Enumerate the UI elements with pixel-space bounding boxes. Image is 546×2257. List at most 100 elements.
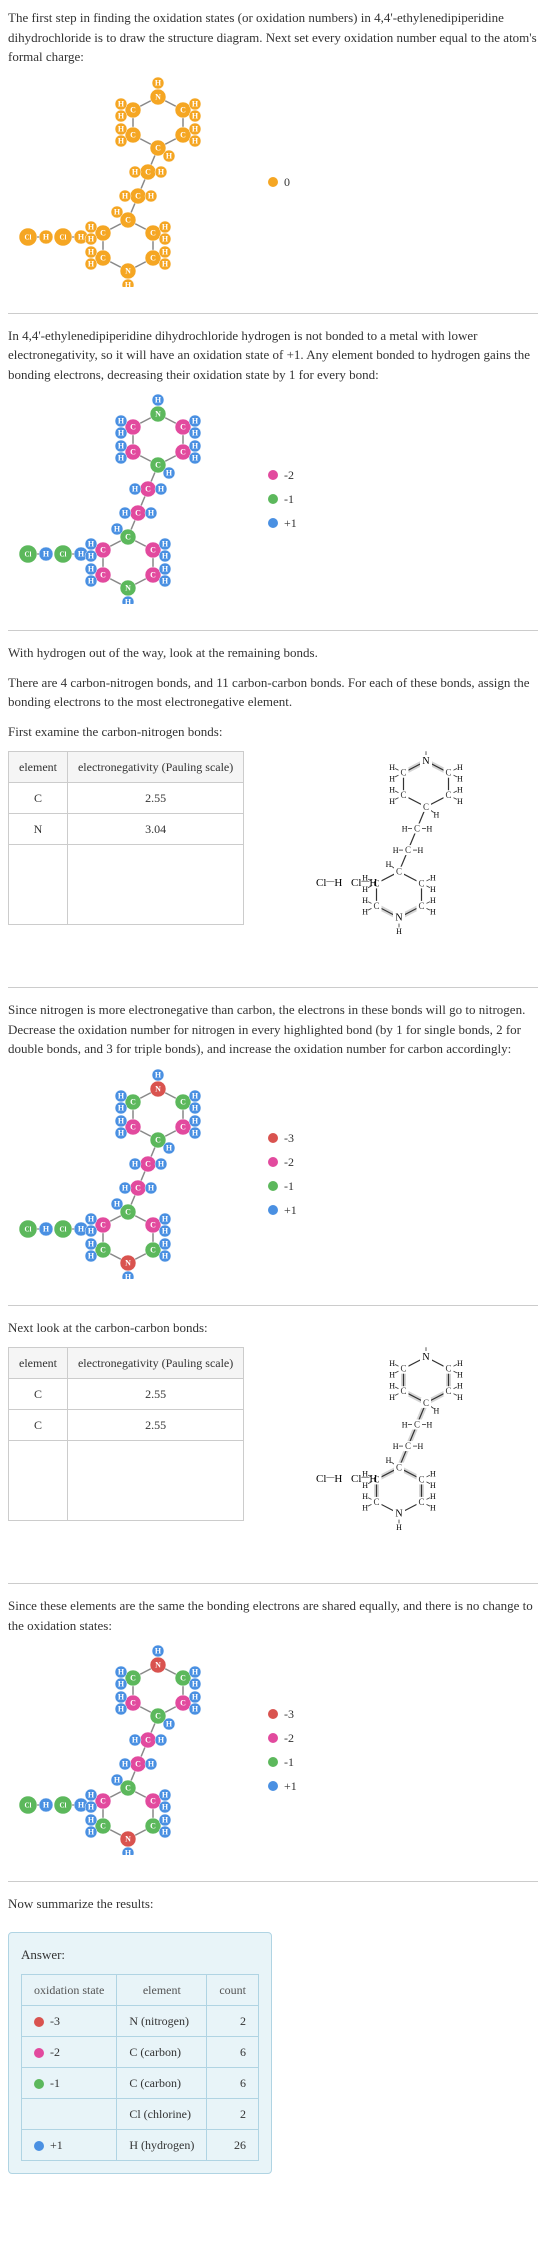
svg-text:H: H	[457, 763, 463, 772]
cell-val: 2.55	[67, 1410, 243, 1441]
svg-text:H: H	[155, 78, 162, 87]
cell-count: 2	[207, 2006, 259, 2037]
svg-text:H: H	[162, 1816, 169, 1825]
svg-text:H: H	[162, 234, 169, 243]
cc-eneg-row: element electronegativity (Pauling scale…	[8, 1347, 538, 1557]
svg-text:N: N	[396, 1509, 403, 1520]
section-cn-bonds: With hydrogen out of the way, look at th…	[8, 643, 538, 988]
svg-text:H: H	[88, 1214, 95, 1223]
svg-text:C: C	[155, 143, 161, 152]
svg-text:Cl: Cl	[25, 233, 32, 241]
svg-text:N: N	[155, 410, 161, 419]
cell-count: 6	[207, 2037, 259, 2068]
svg-text:C: C	[100, 228, 106, 237]
svg-text:C: C	[130, 423, 136, 432]
svg-text:C: C	[145, 485, 151, 494]
state-dot	[34, 2141, 44, 2151]
svg-text:C: C	[419, 1497, 425, 1507]
svg-text:H: H	[192, 1668, 199, 1677]
svg-text:H: H	[88, 1226, 95, 1235]
svg-text:H: H	[389, 1359, 395, 1368]
legend-label: -2	[284, 1729, 294, 1747]
intro-text: The first step in finding the oxidation …	[8, 8, 538, 67]
svg-text:Cl: Cl	[60, 1225, 67, 1233]
svg-text:H: H	[430, 908, 436, 917]
legend-label: -2	[284, 466, 294, 484]
bonds-count-text: There are 4 carbon-nitrogen bonds, and 1…	[8, 673, 538, 712]
state-dot	[34, 2017, 44, 2027]
svg-text:H: H	[118, 111, 125, 120]
section-formal-charge: The first step in finding the oxidation …	[8, 8, 538, 314]
svg-text:C: C	[155, 1135, 161, 1144]
svg-text:H: H	[393, 1442, 399, 1451]
svg-text:H: H	[132, 1736, 139, 1745]
svg-text:H: H	[430, 874, 436, 883]
svg-text:C: C	[130, 1122, 136, 1131]
svg-text:C: C	[423, 802, 429, 812]
svg-text:C: C	[145, 1159, 151, 1168]
svg-text:H: H	[118, 1668, 125, 1677]
cell-element: Cl (chlorine)	[117, 2099, 207, 2130]
svg-text:C: C	[180, 448, 186, 457]
cell-state: -1	[22, 2068, 117, 2099]
svg-text:C: C	[419, 878, 425, 888]
legend-dot	[268, 1181, 278, 1191]
svg-text:H: H	[389, 797, 395, 806]
svg-text:H: H	[132, 485, 139, 494]
svg-text:H: H	[118, 1128, 125, 1137]
answer-box: Answer: oxidation state element count -3…	[8, 1932, 272, 2175]
legend-dot	[268, 1757, 278, 1767]
svg-text:C: C	[180, 130, 186, 139]
svg-text:H: H	[118, 442, 125, 451]
svg-text:H: H	[122, 1760, 129, 1769]
svg-text:H: H	[162, 1803, 169, 1812]
legend-n: -3-2-1+1	[268, 1129, 297, 1219]
svg-text:C: C	[414, 824, 420, 834]
svg-text:H: H	[162, 1239, 169, 1248]
legend-label: -3	[284, 1129, 294, 1147]
svg-text:Cl: Cl	[25, 1225, 32, 1233]
svg-text:C: C	[405, 845, 411, 855]
svg-text:C: C	[150, 228, 156, 237]
svg-text:H: H	[155, 396, 162, 405]
svg-text:H: H	[122, 1183, 129, 1192]
svg-text:H: H	[418, 846, 424, 855]
svg-text:H: H	[162, 577, 169, 586]
svg-text:H: H	[118, 1705, 125, 1714]
svg-text:H: H	[88, 1828, 95, 1837]
svg-text:H: H	[118, 124, 125, 133]
svg-text:H: H	[162, 552, 169, 561]
svg-text:H: H	[434, 1407, 440, 1416]
svg-text:H: H	[418, 1442, 424, 1451]
cc-equal-text: Since these elements are the same the bo…	[8, 1596, 538, 1635]
legend-label: +1	[284, 1201, 297, 1219]
results-row: Cl (chlorine)2	[22, 2099, 259, 2130]
svg-text:H: H	[88, 1791, 95, 1800]
cell-state: -3	[22, 2006, 117, 2037]
svg-text:N: N	[155, 1661, 161, 1670]
legend-h: -2-1+1	[268, 466, 297, 532]
summarize-text: Now summarize the results:	[8, 1894, 538, 1914]
cell-element: C (carbon)	[117, 2037, 207, 2068]
svg-text:C: C	[150, 253, 156, 262]
legend-dot	[268, 1781, 278, 1791]
svg-text:C: C	[180, 105, 186, 114]
svg-text:C: C	[396, 1463, 402, 1473]
cn-eneg-row: element electronegativity (Pauling scale…	[8, 751, 538, 961]
svg-text:C: C	[125, 215, 131, 224]
diagram-n-assign: NCCCCCCCCCCCCNClHClHHHHHHHHHHHHHHHHHHHHH…	[8, 1069, 538, 1279]
legend-dot	[268, 518, 278, 528]
state-dot	[34, 2048, 44, 2058]
svg-text:H: H	[430, 896, 436, 905]
legend-item: -3	[268, 1129, 297, 1147]
svg-text:C: C	[180, 1699, 186, 1708]
svg-text:H: H	[148, 191, 155, 200]
nitrogen-assign-text: Since nitrogen is more electronegative t…	[8, 1000, 538, 1059]
svg-text:H: H	[192, 417, 199, 426]
legend-dot	[268, 1709, 278, 1719]
svg-text:C: C	[125, 533, 131, 542]
svg-text:C: C	[130, 130, 136, 139]
legend-dot	[268, 494, 278, 504]
legend-dot	[268, 470, 278, 480]
molecule-n: NCCCCCCCCCCCCNClHClHHHHHHHHHHHHHHHHHHHHH…	[8, 1069, 248, 1279]
